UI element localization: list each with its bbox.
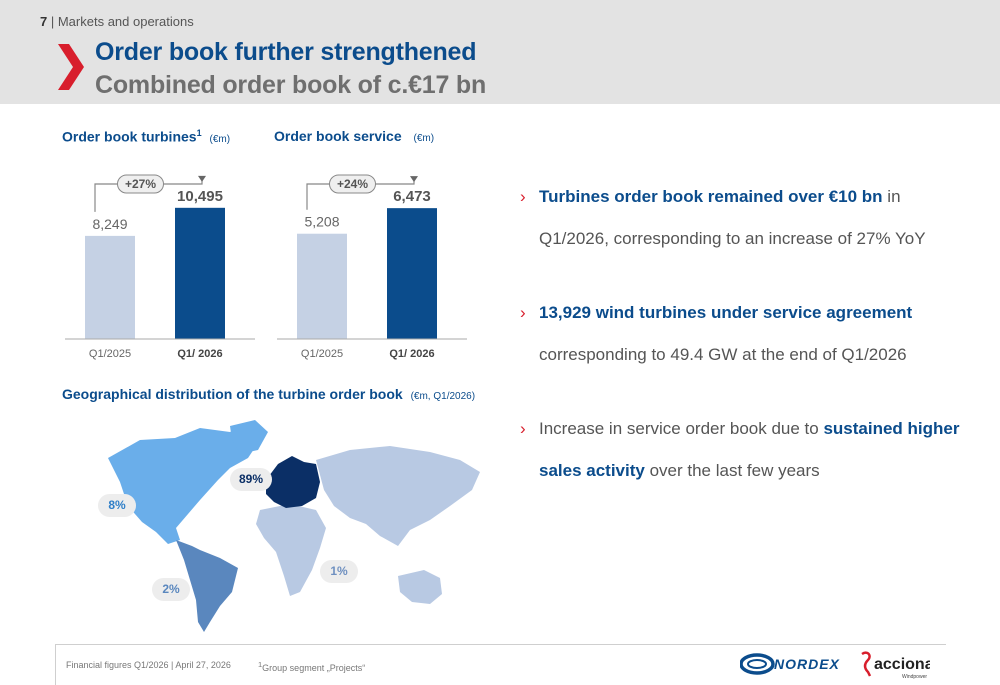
footer-date: Financial figures Q1/2026 | April 27, 20… — [66, 660, 231, 670]
service-value-label-1: 5,208 — [304, 214, 339, 230]
turbines-value-label-1: 8,249 — [92, 216, 127, 232]
rest-of-world-share-label: 1% — [320, 560, 358, 583]
turbines-order-book-chart: 8,249 Q1/2025 10,495 Q1/ 2026 +27% — [65, 174, 255, 360]
page-number-value: 7 — [40, 14, 48, 29]
turbines-caption-unit: (€m) — [209, 133, 231, 145]
acciona-logo-subtext: Windpower — [902, 674, 927, 680]
turbines-bar-1 — [85, 235, 135, 339]
service-bar-2 — [387, 208, 437, 339]
turbines-value-label-2: 10,495 — [177, 188, 223, 205]
service-growth-label: +24% — [337, 177, 368, 191]
turbines-category-label-2: Q1/ 2026 — [177, 348, 222, 360]
bullet-2-highlight: 13,929 wind turbines under service agree… — [539, 303, 913, 322]
bullet-arrow-icon: › — [520, 419, 526, 438]
bullet-arrow-icon: › — [520, 303, 526, 322]
geo-caption-text: Geographical distribution of the turbine… — [62, 386, 403, 402]
turbines-category-label-1: Q1/2025 — [89, 348, 131, 360]
chevron-icon — [58, 44, 84, 90]
turbines-growth-arrow-icon — [198, 175, 206, 182]
key-points: › Turbines order book remained over €10 … — [520, 176, 960, 524]
section-label: | Markets and operations — [50, 14, 194, 29]
footnote-marker: 1 — [258, 660, 263, 669]
turbines-bar-2 — [175, 207, 225, 339]
service-growth-arrow-icon — [410, 176, 418, 183]
acciona-logo: acciona Windpower — [861, 651, 930, 680]
footer-footnote: 1Group segment „Projects“ — [258, 660, 365, 673]
region-greenland — [230, 420, 268, 454]
bullet-arrow-icon: › — [520, 187, 526, 206]
region-africa — [256, 504, 326, 596]
region-australia — [398, 570, 442, 604]
bullet-2-text: corresponding to 49.4 GW at the end of Q… — [539, 345, 907, 364]
north-america-share-label: 8% — [98, 494, 136, 517]
turbines-chart-caption: Order book turbines1 (€m) — [62, 128, 230, 145]
service-category-label-2: Q1/ 2026 — [389, 348, 434, 360]
service-caption-text: Order book service — [274, 128, 402, 144]
bullet-turbines-order-book: › Turbines order book remained over €10 … — [520, 176, 960, 260]
europe-share-label: 89% — [230, 468, 272, 491]
geo-caption: Geographical distribution of the turbine… — [62, 386, 475, 402]
service-order-book-chart: 5,208 Q1/2025 6,473 Q1/ 2026 +24% — [277, 174, 467, 360]
page-number: 7 | Markets and operations — [40, 14, 194, 29]
region-asia — [316, 446, 480, 546]
nordex-logo-text: NORDEX — [774, 656, 841, 672]
bullet-service-growth: › Increase in service order book due to … — [520, 408, 960, 492]
service-value-label-2: 6,473 — [393, 188, 431, 205]
acciona-logo-text: acciona — [874, 656, 930, 673]
region-latin-america — [176, 540, 238, 632]
bullet-service-agreement: › 13,929 wind turbines under service agr… — [520, 292, 960, 376]
turbines-caption-text: Order book turbines — [62, 128, 197, 145]
turbines-caption-sup: 1 — [196, 128, 202, 138]
region-north-america — [108, 424, 260, 544]
service-category-label-1: Q1/2025 — [301, 348, 343, 360]
turbines-growth-label: +27% — [125, 177, 156, 191]
bullet-3-highlight: sustained higher sales activity — [539, 419, 960, 480]
header-band: 7 | Markets and operations Order book fu… — [0, 0, 1000, 104]
turbines-growth-pill — [117, 174, 164, 194]
bullet-1-text: in Q1/2026, corresponding to an increase… — [539, 187, 926, 248]
geo-caption-unit: (€m, Q1/2026) — [410, 391, 476, 402]
page-title: Order book further strengthened — [95, 38, 477, 66]
service-caption-unit: (€m) — [413, 133, 435, 144]
footnote-text: Group segment „Projects“ — [262, 663, 366, 673]
bullet-1-highlight: Turbines order book remained over €10 bn — [539, 187, 883, 206]
world-map: 89% 8% 2% 1% — [80, 410, 500, 635]
world-map-graphic — [108, 420, 480, 632]
service-bar-1 — [297, 233, 347, 339]
nordex-logo: NORDEX — [740, 653, 841, 675]
service-growth-pill — [329, 174, 376, 194]
footer-divider-vertical — [55, 644, 56, 685]
service-chart-caption: Order book service (€m) — [274, 128, 434, 144]
bullet-3-text: over the last few years — [644, 461, 820, 480]
page-subtitle: Combined order book of c.€17 bn — [95, 71, 487, 99]
bullet-3-pre: Increase in service order book due to — [539, 419, 824, 438]
region-europe — [266, 456, 320, 508]
footer-divider — [55, 644, 946, 645]
latin-america-share-label: 2% — [152, 578, 190, 601]
